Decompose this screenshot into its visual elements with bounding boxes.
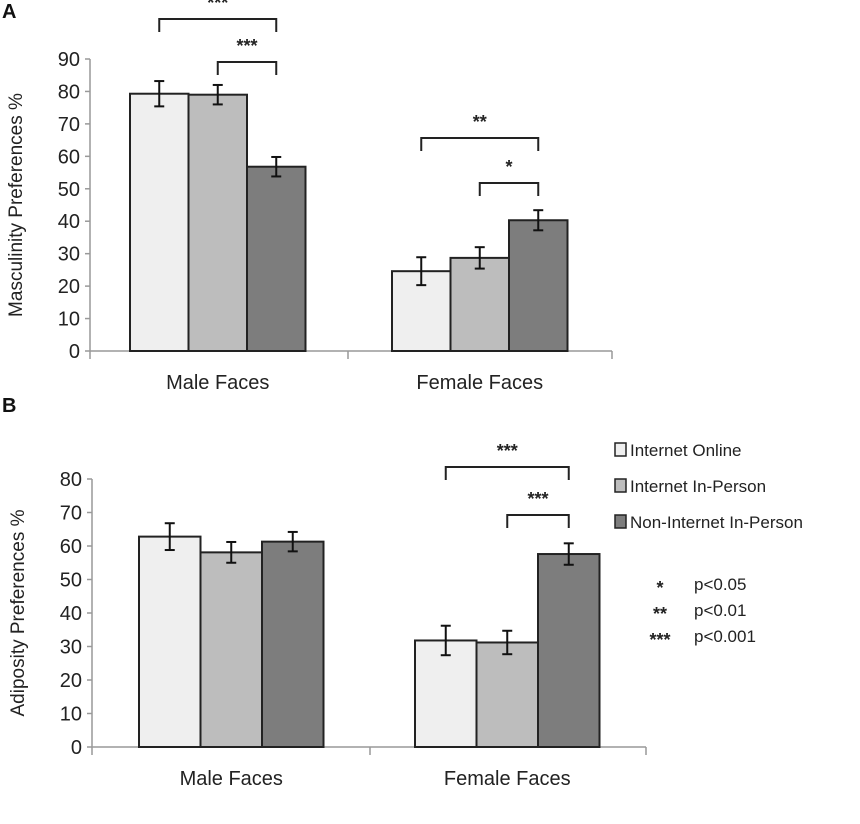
bar [414,639,478,748]
panel-label-a: A [2,1,16,23]
category-label: Female Faces [416,372,543,394]
legend-swatch [614,442,627,457]
key-label: p<0.01 [694,601,746,620]
category-label: Male Faces [180,768,283,790]
significance-stars: *** [207,0,228,13]
bar [475,641,539,748]
bar [129,92,190,353]
key-label: p<0.001 [694,627,756,646]
key-stars: *** [649,630,670,650]
y-tick-label: 90 [58,49,80,71]
significance-key: * p<0.05 ** p<0.01 *** p<0.001 [649,575,755,650]
significance-bracket [444,466,570,480]
bar [187,93,248,352]
bar [449,256,510,352]
y-tick-label: 20 [60,670,82,692]
significance-bracket [216,61,278,75]
y-tick-label: 30 [60,637,82,659]
significance-bracket [420,137,540,151]
significance-bracket [506,514,570,528]
y-tick-label: 30 [58,244,80,266]
y-tick-label: 20 [58,276,80,298]
legend-swatch [614,478,627,493]
bar [246,165,307,352]
chart-a: 0 10 20 30 40 50 60 70 80 90 Masculinity Preferenc… [6,0,613,394]
y-tick-label: 10 [60,704,82,726]
bar [537,553,601,748]
bar [508,219,569,352]
panel-label-b: B [2,395,16,417]
significance-bracket [478,182,540,196]
y-axis-label: Masculinity Preferences % [6,93,27,317]
significance-stars: *** [527,489,548,509]
key-stars: * [656,578,663,598]
significance-bracket [158,18,278,32]
category-label: Female Faces [444,768,571,790]
significance-stars: * [505,157,512,177]
y-tick-label: 40 [60,603,82,625]
legend-label: Internet Online [630,441,742,460]
legend-swatch [614,514,627,529]
category-label: Male Faces [166,372,269,394]
y-tick-label: 80 [60,469,82,491]
y-tick-label: 80 [58,81,80,103]
significance-stars: ** [473,112,487,132]
significance-stars: *** [236,36,257,56]
significance-stars: *** [497,441,518,461]
y-axis-label: Adiposity Preferences % [8,509,29,716]
y-tick-label: 40 [58,211,80,233]
y-tick-label: 0 [69,341,80,363]
chart-b: 0 10 20 30 40 50 60 70 80 Adiposity Preferences %… [8,441,647,790]
y-tick-label: 60 [60,536,82,558]
bar [199,551,263,748]
y-tick-label: 70 [58,114,80,136]
legend: Internet Online Internet In-Person Non-Int… [614,441,803,532]
legend-label: Non-Internet In-Person [630,513,803,532]
bar [138,535,202,748]
y-tick-label: 10 [58,309,80,331]
y-tick-label: 0 [71,737,82,759]
y-tick-label: 50 [60,570,82,592]
key-label: p<0.05 [694,575,746,594]
bar [261,540,325,749]
y-tick-label: 60 [58,146,80,168]
y-tick-label: 70 [60,503,82,525]
key-stars: ** [653,604,667,624]
y-tick-label: 50 [58,179,80,201]
legend-label: Internet In-Person [630,477,766,496]
